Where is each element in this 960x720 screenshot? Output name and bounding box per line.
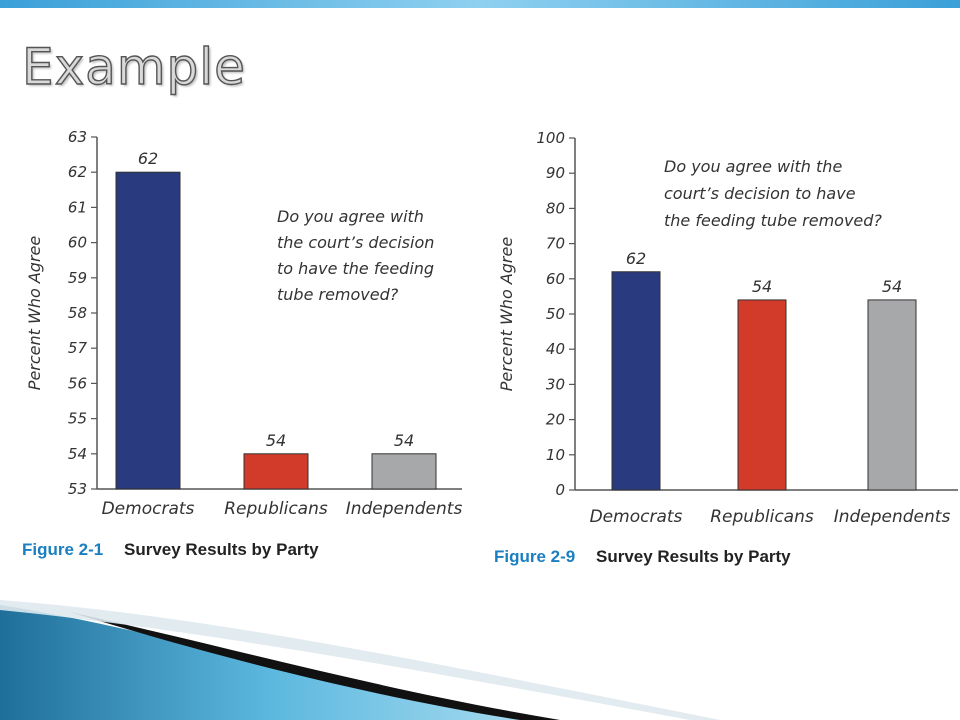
y-tick-label: 50 xyxy=(546,305,565,323)
bar-value-label: 54 xyxy=(882,277,902,296)
bar-value-label: 54 xyxy=(752,277,772,296)
y-tick-label: 55 xyxy=(68,410,87,428)
y-tick-label: 63 xyxy=(68,128,87,146)
y-tick-label: 100 xyxy=(536,129,565,147)
question-annotation-line: the feeding tube removed? xyxy=(664,211,882,230)
category-label: Democrats xyxy=(590,507,683,527)
y-tick-label: 10 xyxy=(546,446,565,464)
footer-swoosh-decoration xyxy=(0,600,720,720)
y-tick-label: 0 xyxy=(555,481,565,499)
y-tick-label: 56 xyxy=(68,374,87,392)
y-tick-label: 90 xyxy=(546,164,565,182)
y-tick-label: 30 xyxy=(546,375,565,393)
bar-value-label: 62 xyxy=(138,149,158,168)
figure-2-9-caption: Figure 2-9 Survey Results by Party xyxy=(494,547,791,567)
y-tick-label: 57 xyxy=(68,339,88,357)
bar-value-label: 62 xyxy=(626,249,646,268)
bar-independents xyxy=(867,299,917,491)
figure-2-9-title: Survey Results by Party xyxy=(595,547,791,566)
category-label: Republicans xyxy=(224,499,328,519)
question-annotation-line: court’s decision to have xyxy=(664,184,856,203)
y-tick-label: 58 xyxy=(68,304,87,322)
y-tick-label: 60 xyxy=(68,234,87,252)
figure-2-9-number: Figure 2-9 xyxy=(494,547,576,566)
question-annotation-line: Do you agree with the xyxy=(664,157,842,176)
y-tick-label: 20 xyxy=(546,411,565,429)
question-annotation-line: the court’s decision xyxy=(277,233,434,252)
bar-independents xyxy=(371,453,437,490)
question-annotation-line: Do you agree with xyxy=(277,207,424,226)
bar-democrats xyxy=(115,171,181,490)
top-accent-bar xyxy=(0,0,960,8)
bar-democrats xyxy=(611,271,661,491)
y-tick-label: 61 xyxy=(68,198,87,216)
bar-value-label: 54 xyxy=(266,431,286,450)
y-tick-label: 59 xyxy=(68,269,87,287)
bar-value-label: 54 xyxy=(394,431,414,450)
y-tick-label: 40 xyxy=(546,340,565,358)
y-tick-label: 62 xyxy=(68,163,87,181)
question-annotation-line: tube removed? xyxy=(277,285,399,304)
figure-2-1-title: Survey Results by Party xyxy=(123,540,319,559)
y-axis-title: Percent Who Agree xyxy=(497,237,516,392)
y-tick-label: 54 xyxy=(68,445,87,463)
y-tick-label: 60 xyxy=(546,270,565,288)
category-label: Republicans xyxy=(710,507,814,527)
category-label: Independents xyxy=(346,499,463,519)
y-axis-title: Percent Who Agree xyxy=(25,236,44,391)
question-annotation-line: to have the feeding xyxy=(277,259,434,278)
y-tick-label: 53 xyxy=(68,480,87,498)
figure-2-1-caption: Figure 2-1 Survey Results by Party xyxy=(22,540,319,560)
bar-republicans xyxy=(243,453,309,490)
y-tick-label: 70 xyxy=(546,235,565,253)
category-label: Democrats xyxy=(102,499,195,519)
bar-republicans xyxy=(737,299,787,491)
slide-title: Example xyxy=(21,37,246,96)
category-label: Independents xyxy=(834,507,951,527)
y-tick-label: 80 xyxy=(546,199,565,217)
figure-2-1-number: Figure 2-1 xyxy=(22,540,104,559)
